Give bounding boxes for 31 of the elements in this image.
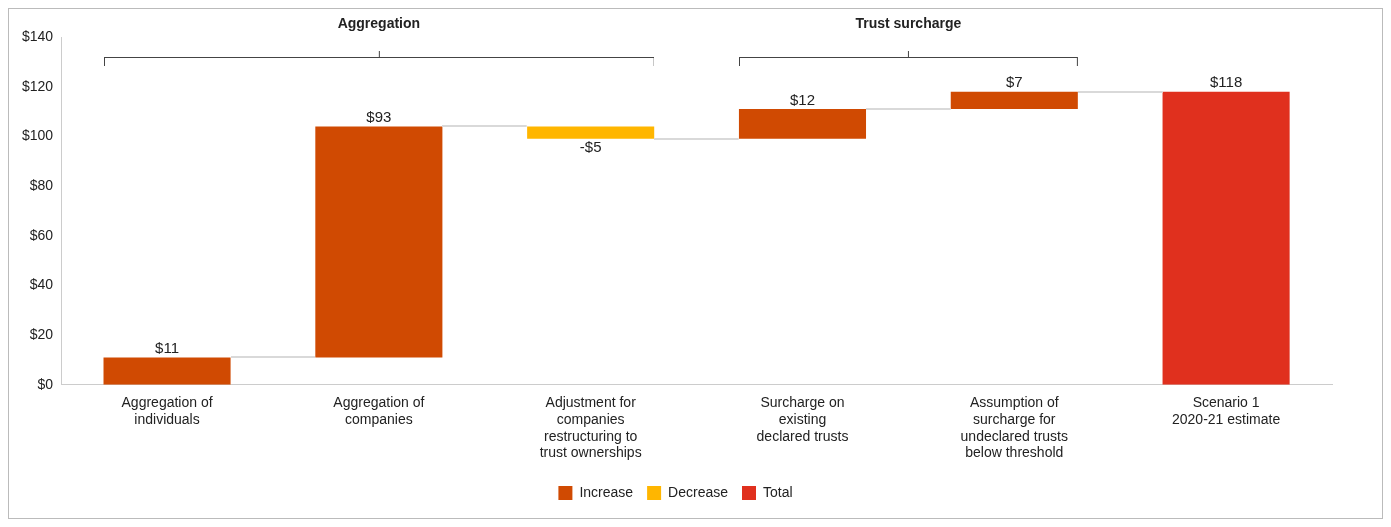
bar bbox=[950, 91, 1078, 110]
y-tick-label: $100 bbox=[21, 127, 54, 144]
x-tick-label: Aggregation of individuals bbox=[121, 394, 213, 427]
x-tick-label: Assumption of surcharge for undeclared trusts below threshold bbox=[960, 394, 1068, 461]
y-tick-label: $60 bbox=[29, 226, 54, 243]
y-tick-label: $40 bbox=[29, 276, 54, 293]
bar bbox=[527, 126, 655, 139]
bar bbox=[103, 357, 231, 385]
y-tick-label: $80 bbox=[29, 176, 54, 193]
bar bbox=[738, 109, 867, 139]
bar bbox=[315, 126, 443, 358]
bar bbox=[1162, 91, 1290, 385]
data-label: $93 bbox=[366, 108, 392, 126]
x-tick-label: Scenario 1 2020-21 estimate bbox=[1172, 394, 1281, 427]
x-tick-label: Adjustment for companies restructuring to trust ownerships bbox=[539, 394, 642, 461]
y-tick-label: $0 bbox=[37, 375, 54, 392]
data-label: -$5 bbox=[579, 138, 602, 156]
y-tick-label: $120 bbox=[21, 77, 54, 94]
data-label: $12 bbox=[789, 90, 815, 108]
y-tick-label: $140 bbox=[21, 27, 54, 44]
data-label: $7 bbox=[1005, 73, 1023, 91]
legend-label: Total bbox=[763, 483, 793, 500]
legend-label: Decrease bbox=[668, 483, 729, 500]
data-label: $118 bbox=[1209, 73, 1243, 91]
legend-label: Increase bbox=[579, 483, 634, 500]
text: Trust surcharge bbox=[854, 15, 963, 31]
x-tick-label: Surcharge on existing declared trusts bbox=[756, 394, 849, 444]
data-label: $11 bbox=[155, 339, 180, 357]
x-tick-label: Aggregation of companies bbox=[333, 394, 425, 427]
y-tick-label: $20 bbox=[29, 325, 54, 342]
text: Aggregation bbox=[336, 15, 422, 31]
